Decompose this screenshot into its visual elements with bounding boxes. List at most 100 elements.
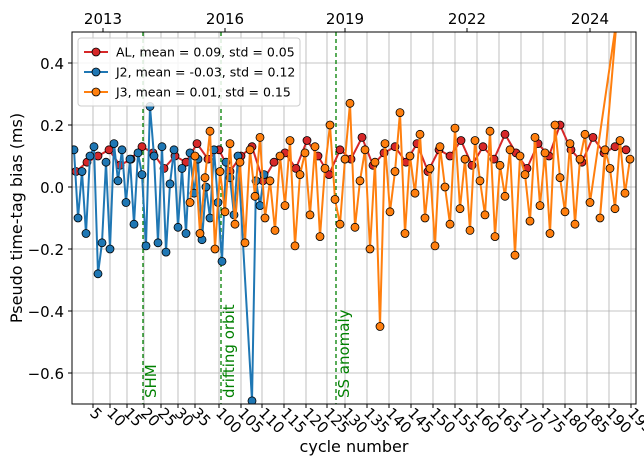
data-point [621, 145, 631, 155]
data-point [157, 142, 167, 152]
data-point [105, 244, 115, 254]
data-point [570, 219, 580, 229]
data-point [365, 244, 375, 254]
data-point [192, 139, 202, 149]
data-point [225, 139, 235, 149]
data-point [335, 145, 345, 155]
data-point [485, 126, 495, 136]
data-point [455, 204, 465, 214]
data-point [137, 170, 147, 180]
data-point [545, 229, 555, 238]
data-point [125, 154, 135, 164]
data-point [585, 198, 595, 207]
data-point [177, 163, 187, 173]
data-point [500, 129, 510, 139]
data-point [580, 129, 590, 139]
data-point [395, 108, 405, 117]
data-point [190, 151, 200, 161]
data-point [280, 201, 290, 211]
data-point [530, 132, 540, 142]
data-point [470, 136, 480, 145]
legend-marker [91, 67, 101, 77]
data-point [141, 241, 151, 251]
data-point [77, 167, 87, 176]
data-point [240, 238, 250, 248]
data-point [300, 148, 310, 158]
data-point [85, 151, 95, 161]
data-point [400, 229, 410, 238]
data-point [370, 157, 380, 167]
data-point [480, 210, 490, 220]
data-point [610, 204, 620, 214]
data-point [495, 160, 505, 170]
data-point [161, 247, 171, 257]
data-point [456, 136, 466, 145]
event-label: drifting orbit [220, 304, 238, 398]
data-point [550, 120, 560, 130]
data-point [525, 216, 535, 226]
top-x-tick-label: 2024 [571, 10, 609, 28]
data-point [255, 201, 265, 211]
data-point [101, 157, 111, 167]
data-point [445, 219, 455, 229]
data-point [425, 163, 435, 173]
data-point [555, 173, 565, 183]
data-point [385, 207, 395, 217]
data-point [302, 136, 312, 145]
data-point [173, 222, 183, 232]
y-tick-label: −0.2 [28, 241, 64, 259]
event-label: SS anomaly [335, 309, 353, 398]
data-point [117, 145, 127, 155]
data-point [430, 241, 440, 251]
data-point [275, 151, 285, 161]
data-point [315, 232, 325, 242]
data-point [410, 188, 420, 198]
data-point [357, 132, 367, 142]
data-point [595, 213, 605, 223]
data-point [465, 225, 475, 235]
data-point [478, 142, 488, 152]
data-point [165, 179, 175, 189]
y-tick-label: 0.2 [40, 117, 64, 135]
data-point [185, 198, 195, 207]
data-point [380, 139, 390, 149]
data-point [390, 167, 400, 176]
data-point [89, 142, 99, 152]
data-point [355, 176, 365, 186]
data-point [420, 213, 430, 223]
data-point [81, 229, 91, 238]
data-point [290, 241, 300, 251]
data-point [613, 13, 621, 21]
data-point [505, 145, 515, 155]
legend: AL, mean = 0.09, std = 0.05 J2, mean = -0… [77, 37, 301, 107]
data-point [285, 136, 295, 145]
top-x-tick-label: 2013 [84, 10, 122, 28]
data-point [620, 188, 630, 198]
data-point [520, 170, 530, 180]
data-point [415, 129, 425, 139]
data-point [625, 154, 635, 164]
data-point [129, 219, 139, 229]
data-point [260, 213, 270, 223]
data-point [245, 145, 255, 155]
legend-label: J3, mean = 0.01, std = 0.15 [115, 85, 291, 100]
data-point [325, 120, 335, 130]
data-point [350, 222, 360, 232]
data-point [295, 170, 305, 180]
data-point [490, 232, 500, 242]
y-tick-label: −0.4 [28, 303, 64, 321]
data-point [345, 98, 355, 108]
data-point [565, 139, 575, 149]
y-tick-label: 0.0 [40, 179, 64, 197]
data-point [205, 126, 215, 136]
data-point [320, 163, 330, 173]
y-tick-label: 0.4 [40, 55, 64, 73]
data-point [340, 154, 350, 164]
data-point [265, 176, 275, 186]
data-point [247, 396, 257, 404]
top-x-tick-label: 2016 [206, 10, 244, 28]
data-point [540, 148, 550, 158]
data-point [535, 201, 545, 211]
data-point [605, 163, 615, 173]
